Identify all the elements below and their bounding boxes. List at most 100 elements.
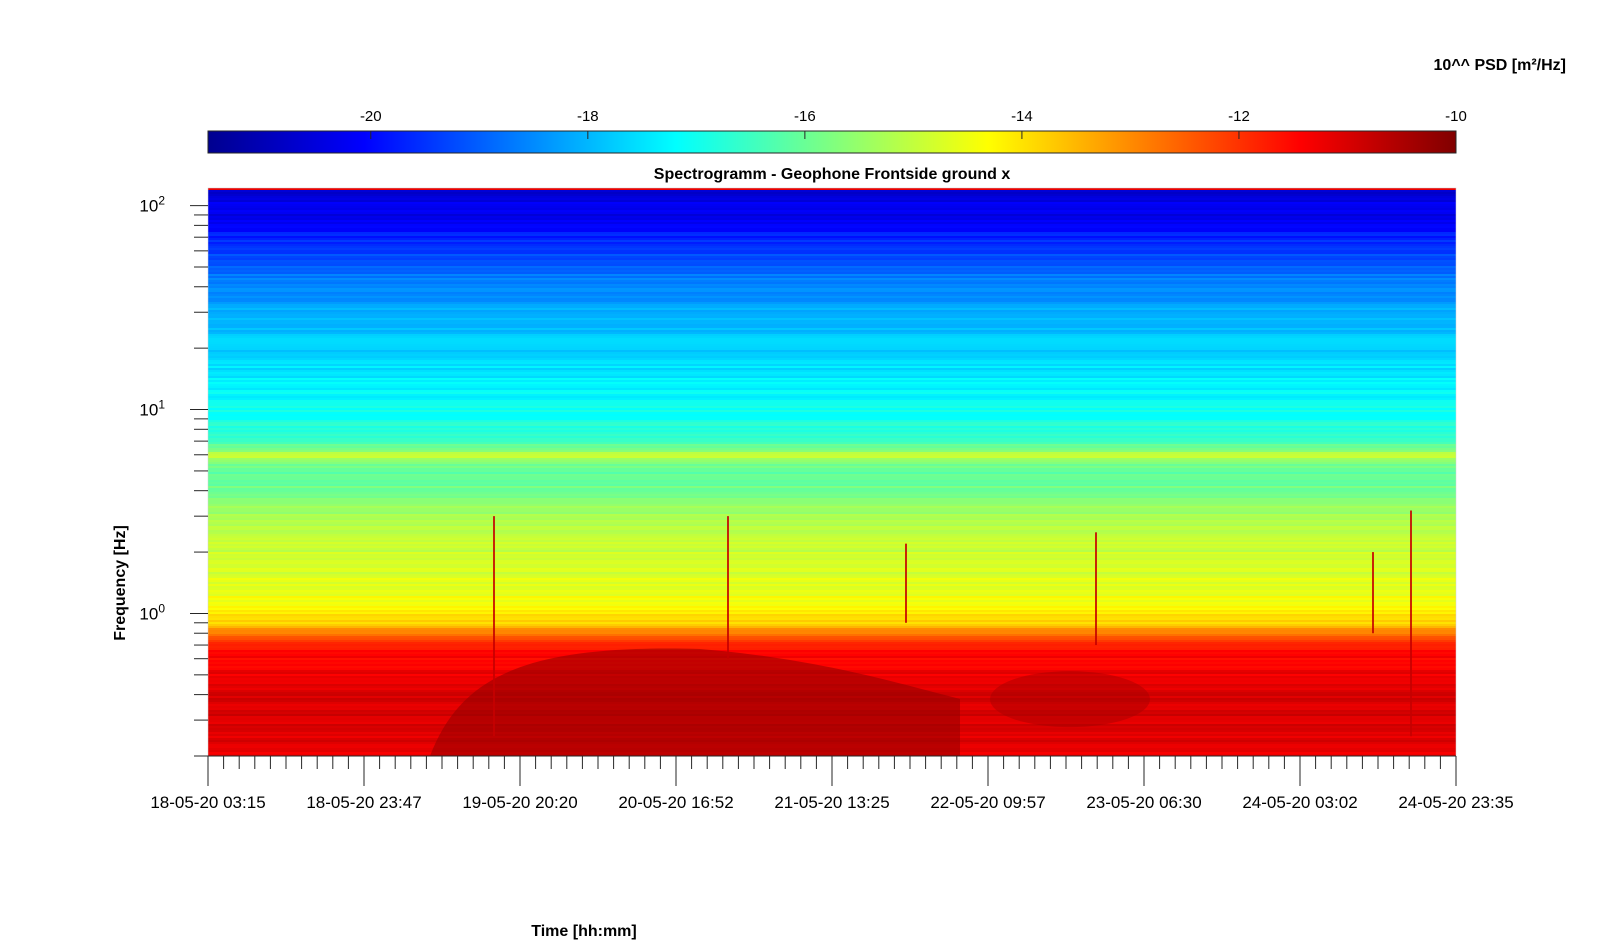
heatmap-band	[208, 420, 1456, 423]
heatmap-band	[208, 338, 1456, 341]
heatmap-band	[208, 524, 1456, 527]
heatmap-band	[208, 304, 1456, 307]
y-axis-label: Frequency [Hz]	[112, 525, 129, 641]
heatmap-band	[208, 252, 1456, 255]
heatmap-band	[208, 508, 1456, 511]
x-tick-label: 24-05-20 23:35	[1398, 793, 1513, 812]
heatmap-band	[208, 432, 1456, 435]
heatmap-band	[208, 220, 1456, 223]
heatmap-band	[208, 354, 1456, 357]
heatmap-band	[208, 648, 1456, 651]
heatmap-band	[208, 390, 1456, 393]
heatmap-band	[208, 652, 1456, 655]
heatmap-band	[208, 402, 1456, 405]
heatmap-band	[208, 496, 1456, 499]
heatmap-band	[208, 458, 1456, 461]
heatmap-band	[208, 418, 1456, 421]
heatmap-band	[208, 550, 1456, 553]
heatmap-band	[208, 662, 1456, 665]
heatmap-band	[208, 472, 1456, 475]
heatmap-band	[208, 288, 1456, 291]
heatmap-band	[208, 200, 1456, 203]
heatmap-band	[208, 192, 1456, 195]
heatmap-band	[208, 370, 1456, 373]
heatmap-band	[208, 606, 1456, 609]
heatmap-band	[208, 226, 1456, 229]
heatmap-band	[208, 664, 1456, 667]
heatmap-band	[208, 408, 1456, 411]
heatmap-band	[208, 312, 1456, 315]
heatmap-band	[208, 474, 1456, 477]
heatmap-band	[208, 276, 1456, 279]
heatmap-band	[208, 584, 1456, 587]
heatmap-band	[208, 558, 1456, 561]
heatmap-band	[208, 360, 1456, 363]
heatmap-band	[208, 246, 1456, 249]
heatmap-band	[208, 656, 1456, 659]
heatmap-band	[208, 466, 1456, 469]
heatmap-band	[208, 490, 1456, 493]
heatmap-band	[208, 216, 1456, 219]
heatmap-band	[208, 214, 1456, 217]
heatmap-band	[208, 528, 1456, 531]
heatmap-band	[208, 268, 1456, 271]
heatmap-band	[208, 538, 1456, 541]
heatmap-band	[208, 564, 1456, 567]
heatmap-band	[208, 194, 1456, 197]
heatmap-band	[208, 336, 1456, 339]
heatmap-band	[208, 650, 1456, 653]
heatmap-band	[208, 238, 1456, 241]
heatmap-band	[208, 434, 1456, 437]
heatmap-band	[208, 640, 1456, 643]
heatmap-band	[208, 414, 1456, 417]
heatmap-band	[208, 594, 1456, 597]
heatmap-band	[208, 326, 1456, 329]
colorbar-tick-label: -18	[577, 108, 599, 125]
heatmap-band	[208, 228, 1456, 231]
heatmap-band	[208, 222, 1456, 225]
heatmap-band	[208, 224, 1456, 227]
heatmap-band	[208, 568, 1456, 571]
heatmap-band	[208, 506, 1456, 509]
heatmap-band	[208, 302, 1456, 305]
heatmap-band	[208, 480, 1456, 483]
heatmap-band	[208, 630, 1456, 633]
colorbar-tick-label: -20	[360, 108, 382, 125]
heatmap-band	[208, 272, 1456, 275]
heatmap-band	[208, 340, 1456, 343]
heatmap-band	[208, 456, 1456, 459]
heatmap-band	[208, 454, 1456, 457]
heatmap-band	[208, 392, 1456, 395]
heatmap-band	[208, 526, 1456, 529]
heatmap-band	[208, 462, 1456, 465]
heatmap-band	[208, 502, 1456, 505]
chart-title: Spectrogramm - Geophone Frontside ground…	[654, 166, 1011, 183]
heatmap-band	[208, 666, 1456, 669]
heatmap-band	[208, 258, 1456, 261]
heatmap-band	[208, 498, 1456, 501]
heatmap-band	[208, 188, 1456, 191]
heatmap-band	[208, 592, 1456, 595]
heatmap-band	[208, 394, 1456, 397]
heatmap-band	[208, 346, 1456, 349]
heatmap-band	[208, 560, 1456, 563]
heatmap-band	[208, 632, 1456, 635]
heatmap-band	[208, 318, 1456, 321]
heatmap-band	[208, 262, 1456, 265]
heatmap-band	[208, 334, 1456, 337]
colorbar-tick-label: -12	[1228, 108, 1250, 125]
heatmap-band	[208, 604, 1456, 607]
heatmap-band	[208, 476, 1456, 479]
colorbar-label: 10^^ PSD [m²/Hz]	[1434, 57, 1566, 74]
heatmap-band	[208, 320, 1456, 323]
heatmap-band	[208, 488, 1456, 491]
heatmap-band	[208, 378, 1456, 381]
heatmap-band	[208, 586, 1456, 589]
heatmap-band	[208, 342, 1456, 345]
heatmap-band	[208, 348, 1456, 351]
heatmap-band	[208, 324, 1456, 327]
heatmap-band	[208, 322, 1456, 325]
heatmap-band	[208, 646, 1456, 649]
heatmap-band	[208, 384, 1456, 387]
heatmap-band	[208, 236, 1456, 239]
